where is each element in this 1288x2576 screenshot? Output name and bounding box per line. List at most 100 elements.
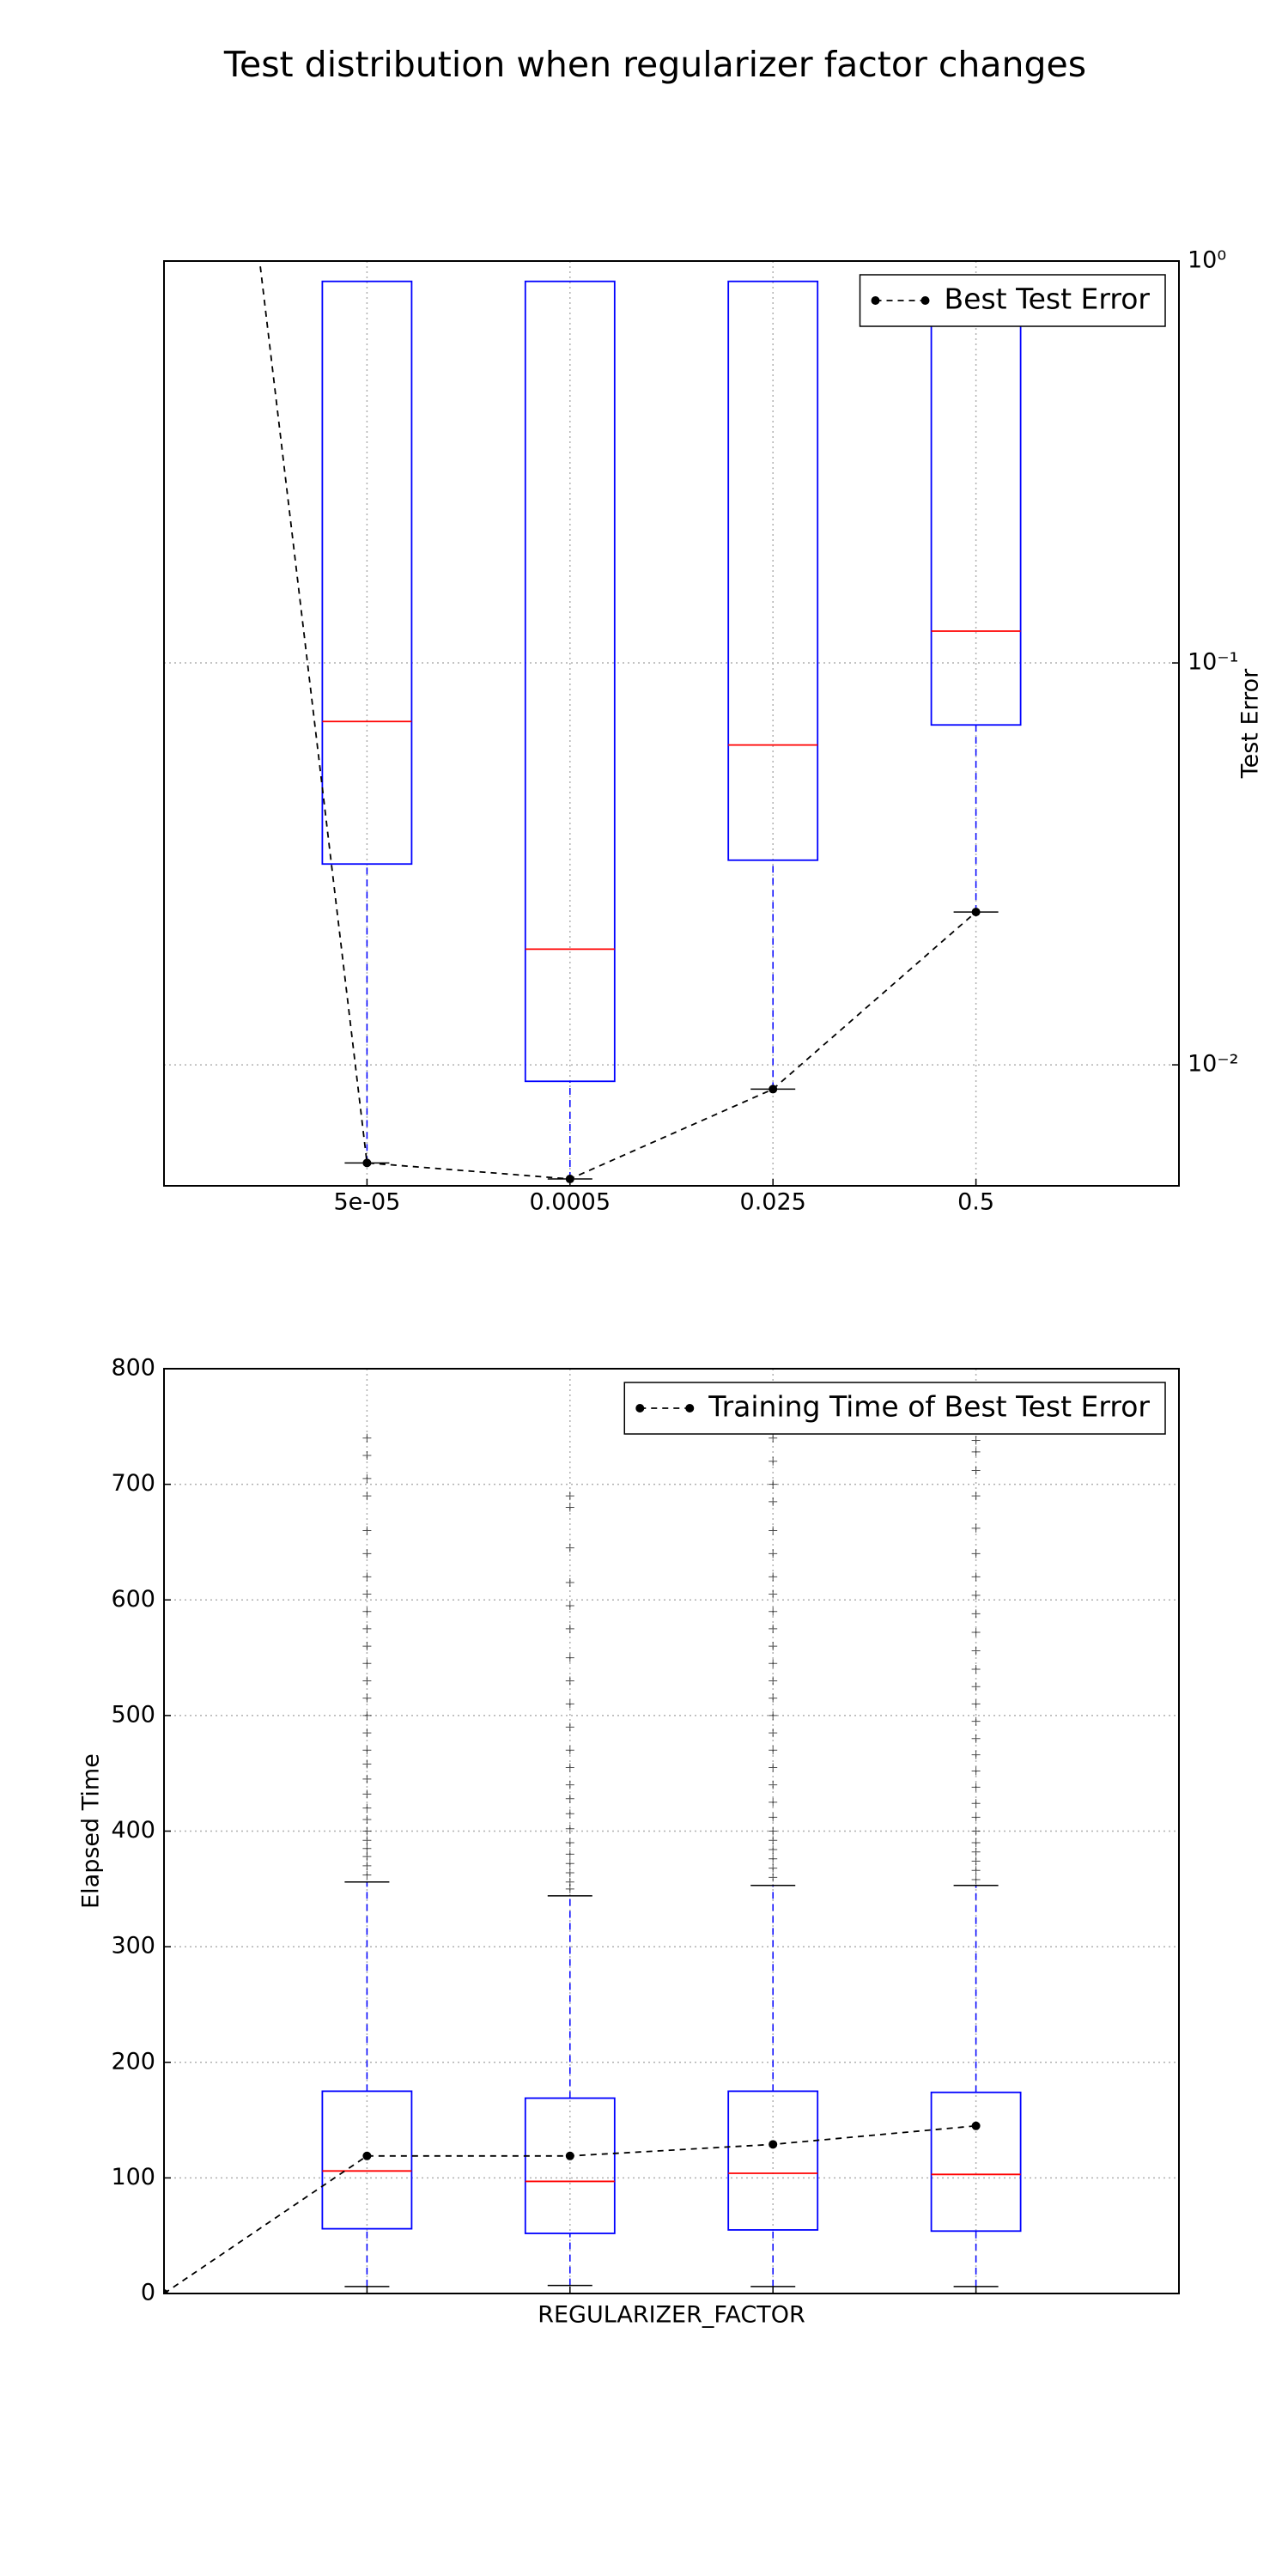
outlier	[769, 1526, 778, 1535]
line-point	[565, 2151, 574, 2160]
line-point	[164, 2289, 168, 2293]
outlier	[565, 1877, 574, 1886]
outlier	[971, 1466, 981, 1475]
box	[524, 280, 616, 1083]
outlier	[971, 1590, 981, 1600]
outlier	[769, 1728, 778, 1738]
legend: Training Time of Best Test Error	[623, 1382, 1166, 1435]
outlier	[362, 1607, 372, 1616]
line-point	[362, 2151, 372, 2160]
y-tick-label: 200	[111, 2048, 155, 2075]
outlier	[971, 1799, 981, 1808]
x-tick-label: 0.5	[957, 1189, 994, 1216]
outlier	[362, 1549, 372, 1558]
y-tick-label: 300	[111, 1933, 155, 1959]
outlier	[769, 1845, 778, 1855]
legend-marker	[871, 296, 880, 305]
y-tick-label: 10⁻²	[1188, 1051, 1238, 1078]
box	[321, 280, 413, 866]
y-tick-label: 700	[111, 1470, 155, 1497]
outlier	[362, 1789, 372, 1799]
y-tick-label: 10⁰	[1188, 247, 1226, 274]
outlier	[362, 1710, 372, 1720]
outlier	[362, 1526, 372, 1535]
y-tick-label: 0	[141, 2280, 155, 2306]
legend-label: Training Time of Best Test Error	[708, 1390, 1150, 1424]
outlier	[769, 1433, 778, 1443]
outlier	[971, 1609, 981, 1619]
outlier	[971, 1750, 981, 1759]
box	[321, 2090, 413, 2230]
outlier	[565, 1578, 574, 1588]
box	[727, 2090, 819, 2231]
legend-label: Best Test Error	[945, 283, 1151, 316]
outlier	[565, 1746, 574, 1755]
outlier	[565, 1794, 574, 1803]
outlier	[769, 1549, 778, 1558]
y-tick-label: 10⁻¹	[1188, 649, 1238, 676]
outlier	[362, 1624, 372, 1633]
outlier	[362, 1450, 372, 1460]
outlier	[362, 1836, 372, 1845]
outlier	[971, 1665, 981, 1674]
outlier	[362, 1746, 372, 1755]
outlier	[362, 1676, 372, 1686]
outlier	[769, 1456, 778, 1466]
outlier	[971, 1699, 981, 1709]
box	[930, 2091, 1022, 2233]
outlier	[769, 1763, 778, 1772]
outlier	[769, 1813, 778, 1822]
legend: Best Test Error	[859, 274, 1166, 327]
outlier	[565, 1859, 574, 1868]
outlier	[769, 1854, 778, 1863]
outlier	[565, 1763, 574, 1772]
outlier	[769, 1826, 778, 1836]
x-tick-label: 0.0005	[530, 1189, 611, 1216]
outlier	[971, 1436, 981, 1445]
outlier	[971, 1866, 981, 1875]
outlier	[565, 1809, 574, 1819]
outlier	[362, 1693, 372, 1703]
y-tick-label: 800	[111, 1355, 155, 1382]
axes-frame	[163, 260, 1180, 1187]
outlier	[362, 1492, 372, 1501]
y-axis-label: Test Error	[1237, 668, 1264, 779]
outlier	[769, 1710, 778, 1720]
outlier	[362, 1861, 372, 1870]
outlier	[362, 1774, 372, 1783]
box	[524, 2097, 616, 2234]
outlier	[769, 1624, 778, 1633]
outlier	[971, 1682, 981, 1692]
outlier	[769, 1746, 778, 1755]
outlier	[769, 1497, 778, 1506]
outlier	[769, 1676, 778, 1686]
outlier	[565, 1601, 574, 1610]
outlier	[971, 1847, 981, 1856]
outlier	[565, 1850, 574, 1859]
outlier	[565, 1824, 574, 1833]
outlier	[769, 1873, 778, 1882]
outlier	[565, 1503, 574, 1512]
outlier	[971, 1856, 981, 1866]
outlier	[362, 1589, 372, 1599]
outlier	[362, 1870, 372, 1880]
outlier	[362, 1759, 372, 1769]
outlier	[362, 1659, 372, 1668]
outlier	[769, 1693, 778, 1703]
outlier	[362, 1852, 372, 1862]
outlier	[565, 1653, 574, 1662]
outlier	[971, 1813, 981, 1822]
outlier	[971, 1447, 981, 1456]
outlier	[362, 1815, 372, 1825]
outlier	[769, 1780, 778, 1789]
outlier	[565, 1838, 574, 1847]
outlier	[769, 1642, 778, 1651]
outlier	[971, 1523, 981, 1533]
line-point	[769, 1084, 778, 1094]
outlier	[971, 1826, 981, 1836]
outlier	[362, 1572, 372, 1582]
outlier	[565, 1868, 574, 1877]
outlier	[769, 1863, 778, 1873]
